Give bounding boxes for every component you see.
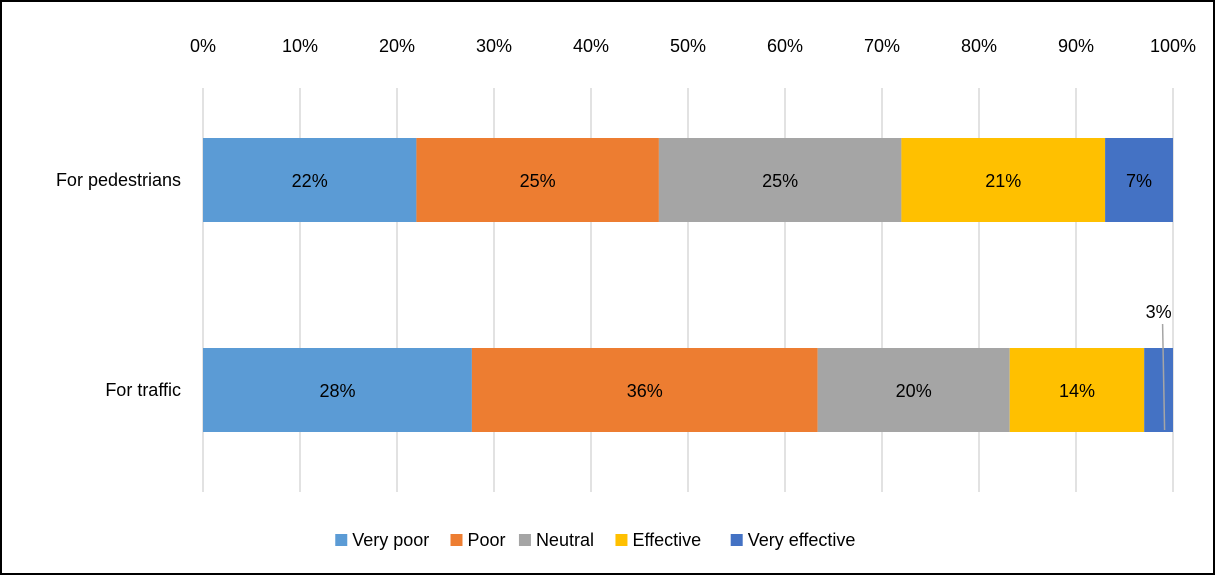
- legend-swatch: [730, 534, 743, 546]
- bar-segment: [203, 348, 472, 432]
- x-tick-label: 80%: [961, 36, 997, 56]
- data-label: 21%: [985, 171, 1021, 191]
- category-label: For pedestrians: [56, 170, 181, 190]
- category-labels: For pedestrians For traffic: [56, 170, 181, 400]
- data-label: 20%: [896, 381, 932, 401]
- x-axis-tick-labels: 0% 10% 20% 30% 40% 50% 60% 70% 80% 90% 100%: [190, 36, 1196, 56]
- bars: [203, 138, 1173, 432]
- x-tick-label: 30%: [476, 36, 512, 56]
- legend-swatch: [450, 534, 463, 546]
- bar-segment: [1009, 348, 1145, 432]
- bar-segment: [1144, 348, 1173, 432]
- bar-segment: [471, 348, 818, 432]
- legend-label: Neutral: [536, 530, 594, 550]
- x-tick-label: 90%: [1058, 36, 1094, 56]
- data-label: 28%: [319, 381, 355, 401]
- x-tick-label: 60%: [767, 36, 803, 56]
- bar-segment: [658, 138, 902, 222]
- bar-segment: [901, 138, 1106, 222]
- x-tick-label: 0%: [190, 36, 216, 56]
- x-tick-label: 70%: [864, 36, 900, 56]
- legend-label: Very effective: [748, 530, 856, 550]
- legend-label: Effective: [632, 530, 701, 550]
- data-label: 36%: [627, 381, 663, 401]
- data-label: 25%: [762, 171, 798, 191]
- data-label: 3%: [1146, 302, 1172, 322]
- bar-segment: [1105, 138, 1173, 222]
- leader-line: [1161, 323, 1166, 431]
- legend: Very poor Poor Neutral Effective Very effect…: [335, 530, 855, 550]
- category-label: For traffic: [105, 380, 181, 400]
- data-label: 7%: [1126, 171, 1152, 191]
- legend-label: Very poor: [352, 530, 429, 550]
- data-label: 14%: [1059, 381, 1095, 401]
- x-tick-label: 40%: [573, 36, 609, 56]
- bar-segment: [817, 348, 1010, 432]
- x-tick-label: 20%: [379, 36, 415, 56]
- legend-swatch: [335, 534, 348, 546]
- data-label: 22%: [292, 171, 328, 191]
- bar-segment: [203, 138, 417, 222]
- bar-segment: [416, 138, 659, 222]
- legend-swatch: [518, 534, 531, 546]
- legend-label: Poor: [468, 530, 506, 550]
- x-tick-label: 50%: [670, 36, 706, 56]
- legend-swatch: [615, 534, 628, 546]
- data-labels: 22% 25% 25% 21% 7% 28% 36% 20% 14% 3%: [292, 171, 1172, 431]
- x-tick-label: 100%: [1150, 36, 1196, 56]
- data-label: 25%: [520, 171, 556, 191]
- x-tick-label: 10%: [282, 36, 318, 56]
